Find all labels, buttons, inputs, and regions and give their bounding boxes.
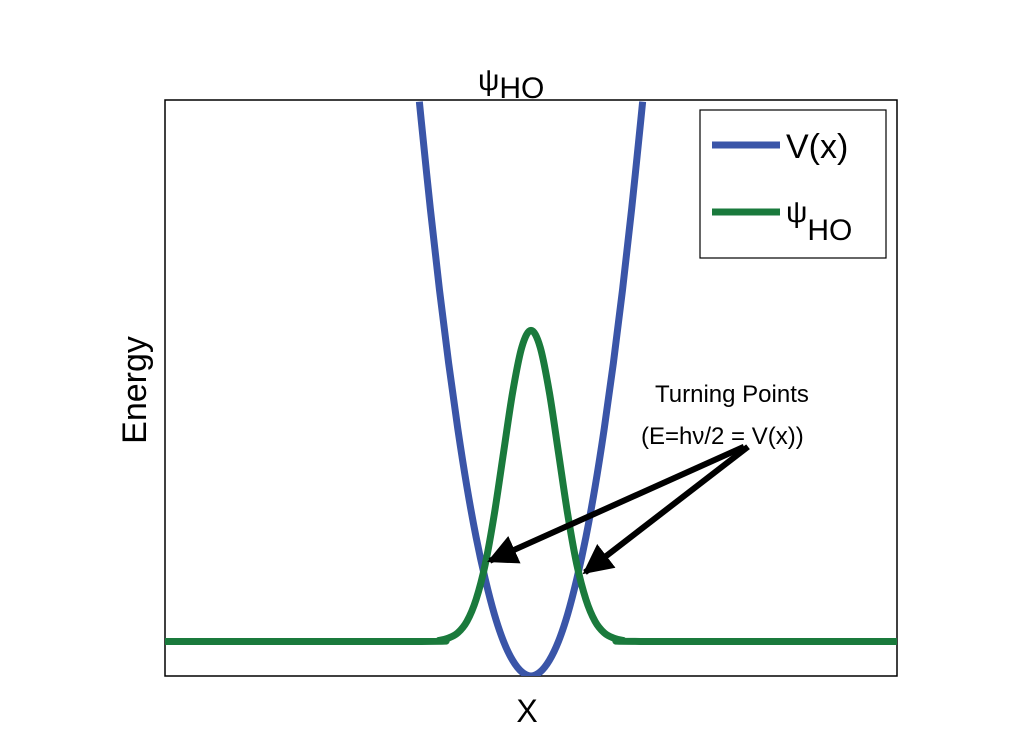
legend: V(x) ψHO [699, 109, 887, 259]
series-line-wavefunction [165, 326, 897, 646]
y-axis-label: Energy [116, 336, 154, 444]
annotation-line1: Turning Points [655, 381, 809, 408]
series-line-potential [415, 101, 647, 676]
annotation-line2: (E=hν/2 = V(x)) [641, 423, 804, 450]
chart-title: ψHO [478, 64, 544, 105]
legend-label-v: V(x) [786, 128, 848, 166]
legend-box [699, 109, 887, 259]
x-axis-label: X [516, 693, 537, 729]
annotation-arrow-1 [487, 444, 746, 564]
legend-label-psi: ψHO [786, 196, 852, 247]
annotation-arrow-2 [582, 444, 750, 575]
